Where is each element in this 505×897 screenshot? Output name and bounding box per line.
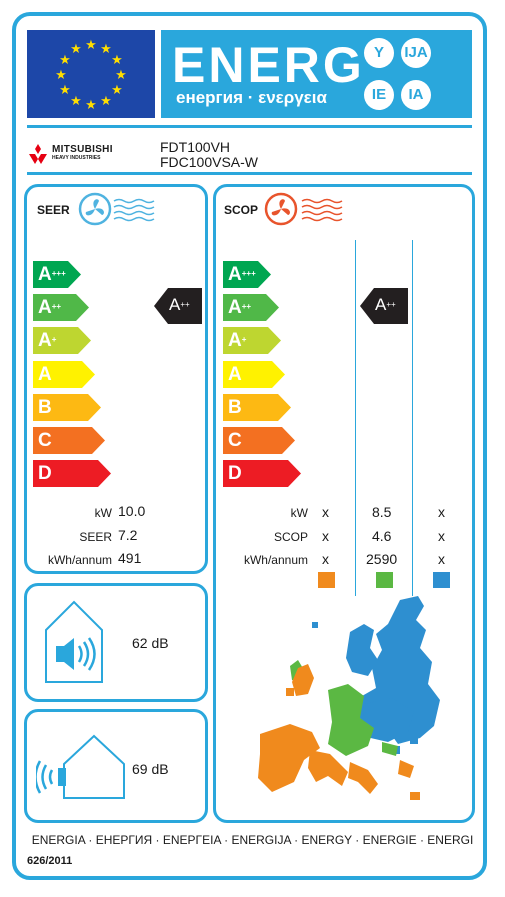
heating-warm-scop: x [438,528,445,544]
cooling-class-a1plus: A+ [33,327,91,354]
heating-cold-kw: x [322,504,329,520]
energy-subtitle: енергия · ενεργεια [176,88,327,107]
suffix-ija: IJA [401,38,431,68]
svg-text:★: ★ [70,93,82,108]
cooling-value-annum: 491 [118,550,142,566]
heating-avg-scop: 4.6 [372,528,392,544]
brand-subline: HEAVY INDUSTRIES [52,155,101,161]
indoor-model: FDT100VH [160,139,231,155]
outdoor-model: FDC100VSA-W [160,154,259,170]
brand-divider [27,172,472,175]
cooling-class-b: B [33,394,101,421]
indoor-noise-value: 62 dB [132,635,169,651]
svg-text:★: ★ [100,93,112,108]
heating-class-d: D [223,460,301,487]
cooling-class-a: A [33,361,95,388]
energy-word: ENERG [172,37,365,93]
suffix-y: Y [364,38,394,68]
svg-text:★: ★ [111,82,123,97]
heating-class-a: A [223,361,285,388]
column-divider-1 [355,240,356,596]
warmer-zone-swatch [433,572,450,588]
languages-footer: ENERGIA · ЕНЕРГИЯ · ΕΝΕΡΓΕΙΑ · ENERGIJA … [31,833,474,847]
outdoor-speaker-house-icon [36,734,125,799]
cooling-class-c: C [33,427,105,454]
heating-fan-icon [264,192,343,226]
cooling-class-d: D [33,460,111,487]
svg-text:★: ★ [85,37,97,52]
heating-title: SCOP [224,203,259,217]
heating-warm-annum: x [438,551,445,567]
label-frame [12,12,487,880]
colder-zone-swatch [318,572,335,588]
outdoor-noise-value: 69 dB [132,761,169,777]
svg-text:★: ★ [59,82,71,97]
heating-label-annum: kWh/annum [243,553,308,567]
suffix-ia: IA [401,80,431,110]
heating-class-a1plus: A+ [223,327,281,354]
cooling-title: SEER [37,203,70,217]
cooling-panel [24,184,208,574]
header-divider [27,125,472,128]
heating-warm-kw: x [438,504,445,520]
cooling-fan-icon [78,192,155,226]
svg-text:★: ★ [111,52,123,67]
cooling-label-annum: kWh/annum [47,553,112,567]
outdoor-noise-panel [24,709,208,823]
heating-class-a2plus: A++ [223,294,279,321]
brand-logo: MITSUBISHI HEAVY INDUSTRIES [27,143,147,165]
cooling-label-kw: kW [94,506,112,520]
regulation-number: 626/2011 [27,855,73,867]
heating-label-kw: kW [290,506,308,520]
heating-avg-kw: 8.5 [372,504,392,520]
model-names: FDT100VH FDC100VSA-W [160,140,258,170]
svg-text:★: ★ [55,67,67,82]
heating-cold-annum: x [322,551,329,567]
svg-text:★: ★ [70,41,82,56]
cooling-label-seer: SEER [79,530,112,544]
cooling-value-kw: 10.0 [118,503,146,519]
svg-text:★: ★ [85,97,97,112]
brand-name: MITSUBISHI [52,144,113,155]
cooling-value-seer: 7.2 [118,527,138,543]
eu-flag: ★ ★ ★ ★ ★ ★ ★ ★ ★ ★ ★ ★ [27,30,155,118]
heating-panel [213,184,475,823]
heating-class-b: B [223,394,291,421]
heating-cold-scop: x [322,528,329,544]
svg-text:★: ★ [100,41,112,56]
column-divider-2 [412,240,413,596]
average-zone-swatch [376,572,393,588]
europe-climate-map [258,596,440,800]
indoor-noise-panel [24,583,208,702]
three-diamonds-icon [29,144,47,164]
heating-avg-annum: 2590 [366,551,398,567]
svg-text:★: ★ [59,52,71,67]
eu-stars-icon: ★ ★ ★ ★ ★ ★ ★ ★ ★ ★ ★ ★ [55,37,127,112]
cooling-class-a2plus: A++ [33,294,89,321]
svg-text:★: ★ [115,67,127,82]
heating-class-c: C [223,427,295,454]
suffix-ie: IE [364,80,394,110]
indoor-speaker-house-icon [45,600,103,683]
heating-label-scop: SCOP [273,530,308,544]
